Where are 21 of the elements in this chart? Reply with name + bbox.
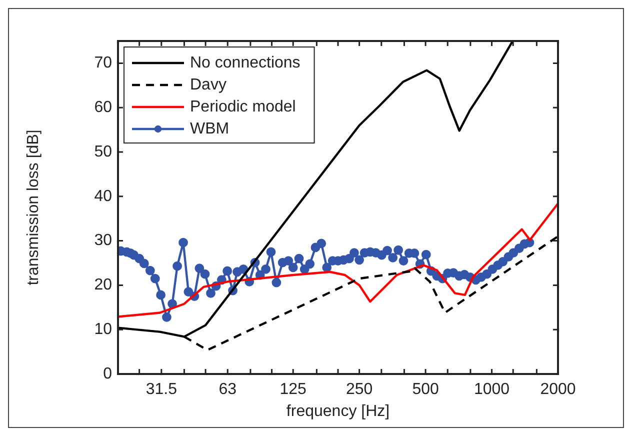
legend-label: WBM <box>190 120 230 138</box>
x-tick-label: 125 <box>280 381 307 398</box>
x-tick-label: 63 <box>218 381 237 398</box>
x-tick-label: 500 <box>412 381 439 398</box>
y-tick-label: 30 <box>94 232 112 250</box>
legend-label: Davy <box>190 76 226 94</box>
y-tick-label: 50 <box>94 143 112 160</box>
legend-label: No connections <box>190 54 300 72</box>
y-tick-label: 70 <box>94 54 112 72</box>
x-tick-label: 250 <box>346 381 373 398</box>
x-tick-label: 1000 <box>474 381 510 398</box>
y-tick-label: 60 <box>94 99 112 116</box>
y-tick-label: 0 <box>103 365 112 382</box>
legend-label: Periodic model <box>190 98 296 116</box>
x-tick-label: 31.5 <box>146 381 178 398</box>
y-axis-title: transmission loss [dB] <box>25 130 42 286</box>
y-tick-label: 20 <box>94 276 112 294</box>
x-tick-label: 2000 <box>540 381 576 398</box>
y-tick-label: 40 <box>94 188 112 205</box>
x-axis-title: frequency [Hz] <box>286 402 390 420</box>
y-tick-label: 10 <box>94 321 112 338</box>
